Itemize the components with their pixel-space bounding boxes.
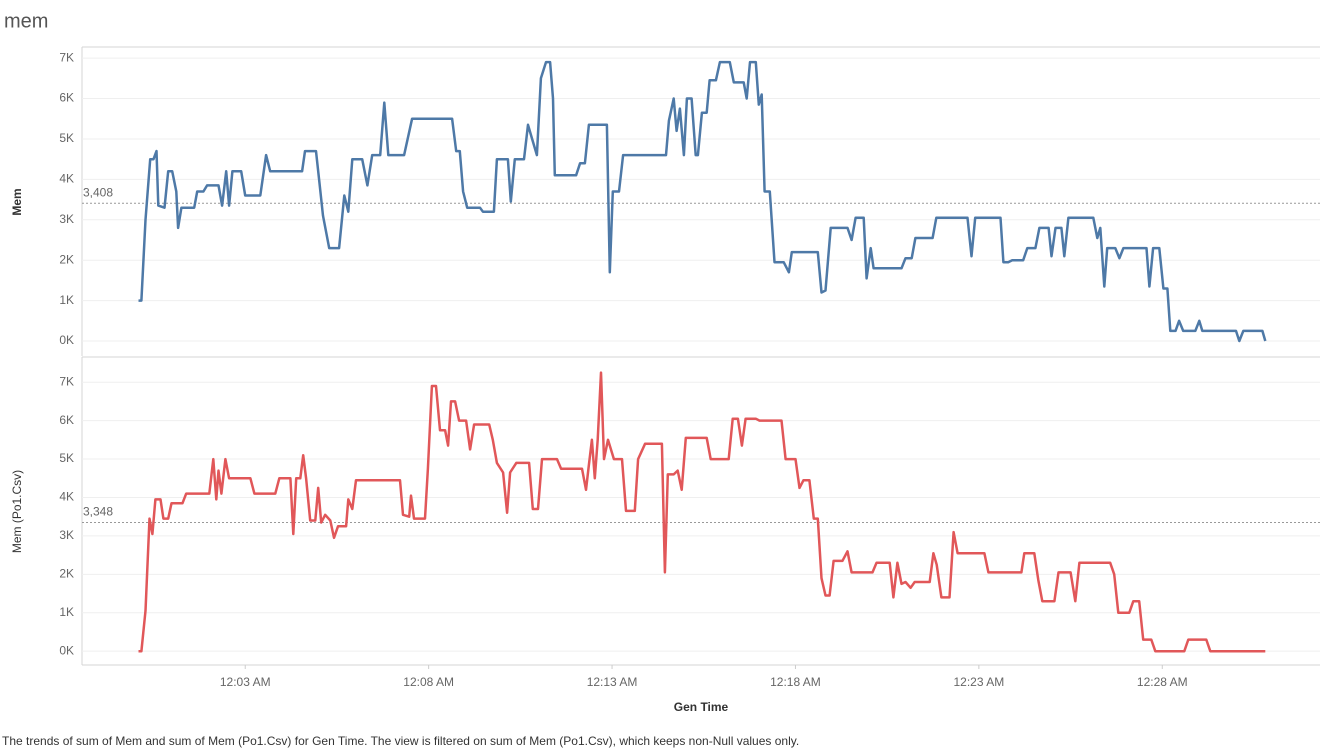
x-tick-label: 12:28 AM: [1137, 675, 1188, 689]
y-tick-label: 7K: [59, 374, 74, 388]
y-axis-label: Mem: [10, 188, 24, 215]
y-tick-label: 5K: [59, 131, 74, 145]
reference-label: 3,348: [83, 505, 113, 519]
reference-label: 3,408: [83, 185, 113, 199]
x-tick-label: 12:08 AM: [403, 675, 454, 689]
x-tick-label: 12:23 AM: [954, 675, 1005, 689]
line: [138, 371, 1266, 653]
caption: The trends of sum of Mem and sum of Mem …: [2, 734, 799, 748]
y-tick-label: 1K: [59, 605, 74, 619]
x-axis-label: Gen Time: [674, 700, 729, 714]
y-tick-label: 0K: [59, 333, 74, 347]
x-tick-label: 12:13 AM: [587, 675, 638, 689]
x-tick-label: 12:03 AM: [220, 675, 271, 689]
sheet-title: mem: [4, 10, 48, 32]
y-axis-label: Mem (Po1.Csv): [10, 470, 24, 553]
y-tick-label: 4K: [59, 172, 74, 186]
y-tick-label: 4K: [59, 490, 74, 504]
y-tick-label: 6K: [59, 413, 74, 427]
y-tick-label: 1K: [59, 293, 74, 307]
y-tick-label: 5K: [59, 451, 74, 465]
y-tick-label: 0K: [59, 643, 74, 657]
y-tick-label: 3K: [59, 528, 74, 542]
y-tick-label: 6K: [59, 91, 74, 105]
y-tick-label: 2K: [59, 252, 74, 266]
y-tick-label: 3K: [59, 212, 74, 226]
y-tick-label: 2K: [59, 566, 74, 580]
x-tick-label: 12:18 AM: [770, 675, 821, 689]
y-tick-label: 7K: [59, 50, 74, 64]
line: [138, 60, 1267, 343]
